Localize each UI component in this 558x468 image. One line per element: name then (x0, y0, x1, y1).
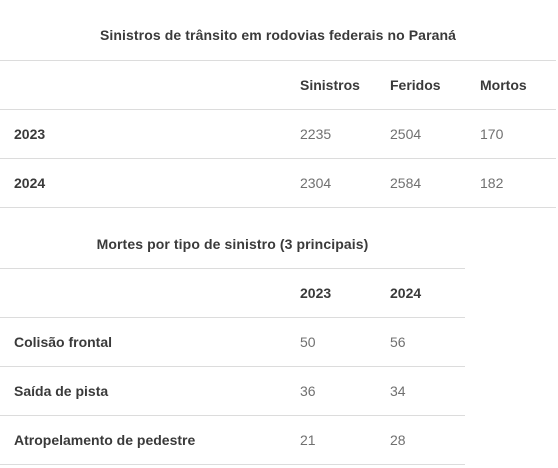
cell-sinistros: 2304 (300, 158, 390, 208)
table-caption: Mortes por tipo de sinistro (3 principai… (96, 236, 369, 252)
header-cell-2023: 2023 (300, 268, 390, 318)
table-row: Colisão frontal 50 56 (0, 317, 465, 367)
table-caption: Sinistros de trânsito em rodovias federa… (99, 27, 457, 43)
header-cell-empty (0, 268, 300, 318)
cell-feridos: 2584 (390, 158, 480, 208)
table-row: 2023 2235 2504 170 (0, 109, 556, 159)
cell-2024: 56 (390, 317, 465, 367)
deaths-by-type-table: 2023 2024 Colisão frontal 50 56 Saída de… (0, 268, 465, 465)
cell-mortos: 182 (480, 158, 556, 208)
header-row: 2023 2024 (0, 268, 465, 318)
header-cell-mortos: Mortos (480, 60, 556, 110)
cell-2024: 28 (390, 415, 465, 465)
cell-2023: 21 (300, 415, 390, 465)
header-row: Sinistros Feridos Mortos (0, 60, 556, 110)
cell-sinistros: 2235 (300, 109, 390, 159)
header-cell-2024: 2024 (390, 268, 465, 318)
cell-2023: 50 (300, 317, 390, 367)
deaths-table-block: Mortes por tipo de sinistro (3 principai… (0, 217, 465, 465)
cell-mortos: 170 (480, 109, 556, 159)
accidents-table: Sinistros Feridos Mortos 2023 2235 2504 … (0, 60, 556, 208)
row-label: 2024 (0, 158, 300, 208)
header-cell-feridos: Feridos (390, 60, 480, 110)
table-row: 2024 2304 2584 182 (0, 158, 556, 208)
row-label: 2023 (0, 109, 300, 159)
header-cell-sinistros: Sinistros (300, 60, 390, 110)
table-row: Saída de pista 36 34 (0, 366, 465, 416)
row-label: Saída de pista (0, 366, 300, 416)
accidents-table-block: Sinistros de trânsito em rodovias federa… (0, 0, 556, 208)
row-label: Colisão frontal (0, 317, 300, 367)
cell-feridos: 2504 (390, 109, 480, 159)
row-label: Atropelamento de pedestre (0, 415, 300, 465)
header-cell-empty (0, 60, 300, 110)
cell-2023: 36 (300, 366, 390, 416)
table-row: Atropelamento de pedestre 21 28 (0, 415, 465, 465)
cell-2024: 34 (390, 366, 465, 416)
